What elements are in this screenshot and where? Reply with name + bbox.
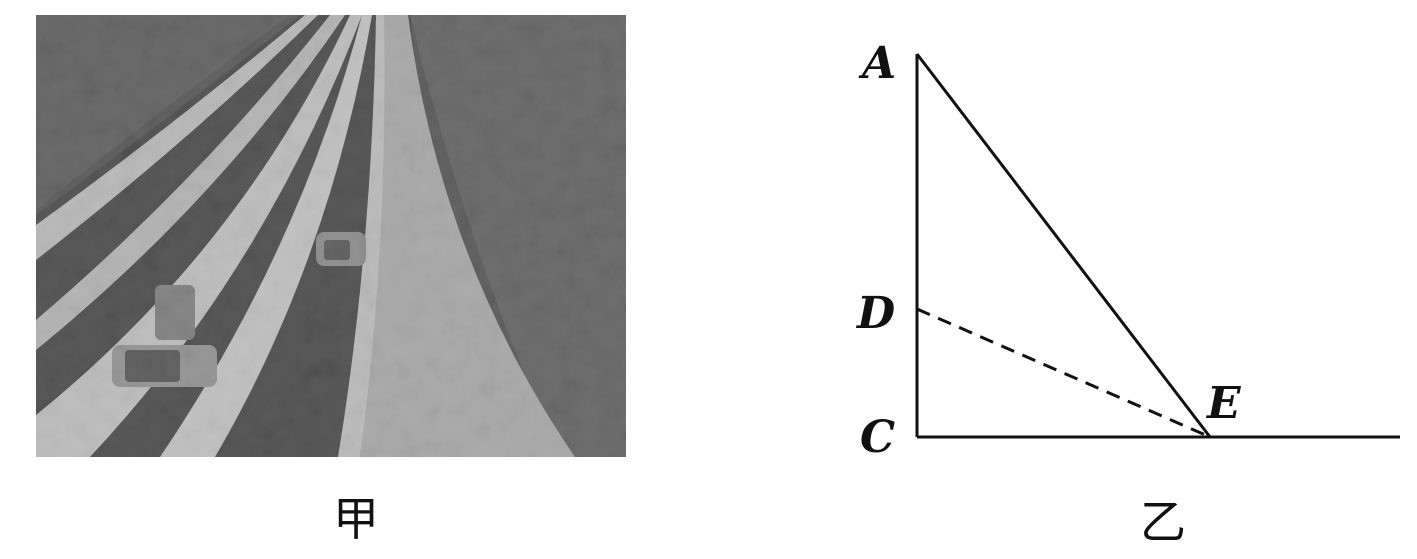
label-point-C: C bbox=[860, 412, 895, 463]
segment-DE-dashed bbox=[916, 307, 1211, 439]
caption-jia: 甲 bbox=[333, 492, 379, 546]
segment-AE bbox=[915, 53, 1212, 438]
photo-grain bbox=[36, 15, 626, 457]
label-point-D: D bbox=[855, 288, 895, 339]
highway-photo bbox=[36, 15, 626, 457]
label-point-A: A bbox=[858, 38, 896, 89]
geometry-figure bbox=[915, 53, 1400, 439]
label-point-E: E bbox=[1205, 378, 1242, 429]
caption-yi: 乙 bbox=[1140, 495, 1186, 549]
